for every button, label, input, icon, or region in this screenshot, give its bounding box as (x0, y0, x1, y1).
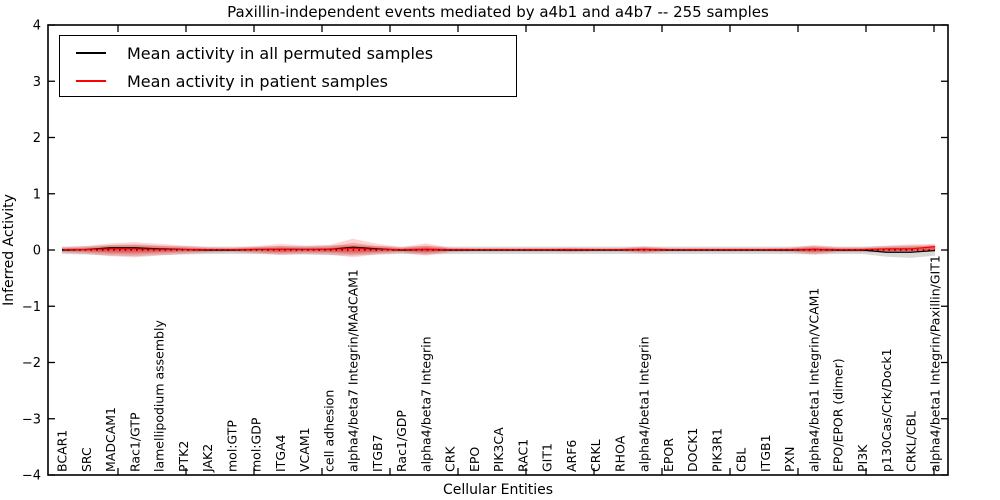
legend-line-patient-icon (76, 80, 106, 82)
chart-title: Paxillin-independent events mediated by … (227, 3, 769, 21)
x-category-label: PI3K (855, 444, 870, 472)
x-category-label: CRKL/CBL (903, 411, 918, 472)
x-category-label: MADCAM1 (103, 407, 118, 472)
x-category-label: alpha4/beta7 Integrin (418, 336, 433, 472)
x-category-label: EPO (467, 447, 482, 472)
y-tick-label: 4 (33, 19, 41, 34)
y-tick-label: −2 (22, 356, 41, 371)
y-tick-label: −3 (22, 412, 41, 427)
x-category-label: Rac1/GTP (127, 412, 142, 472)
legend-label-patient: Mean activity in patient samples (127, 71, 388, 91)
y-axis-label: Inferred Activity (1, 194, 17, 306)
x-category-label: PTK2 (176, 441, 191, 472)
band-patient-range-outer (62, 238, 935, 258)
legend-line-permuted-icon (76, 52, 106, 54)
x-category-label: CBL (734, 448, 749, 472)
x-category-label: CRK (443, 446, 458, 472)
x-category-label: RHOA (612, 435, 627, 472)
x-category-label: mol:GDP (249, 417, 264, 472)
x-category-label: EPOR (661, 438, 676, 472)
y-tick-label: −4 (22, 469, 41, 484)
x-category-label: PIK3R1 (709, 428, 724, 472)
y-tick-label: 0 (33, 244, 41, 259)
x-category-label: JAK2 (200, 444, 215, 473)
x-axis-label: Cellular Entities (443, 482, 553, 498)
band-patient-range-mid (62, 242, 935, 255)
x-category-label: CRKL (588, 439, 603, 472)
y-tick-label: 2 (33, 131, 41, 146)
x-category-label: alpha4/beta1 Integrin/VCAM1 (806, 288, 821, 472)
x-category-label: cell adhesion (321, 390, 336, 472)
y-tick-label: 3 (33, 75, 41, 90)
x-category-label: PIK3CA (491, 427, 506, 472)
x-category-label: BCAR1 (55, 430, 70, 472)
x-category-label: DOCK1 (685, 428, 700, 472)
legend-item-patient: Mean activity in patient samples (60, 67, 516, 95)
y-tick-label: 1 (33, 187, 41, 202)
x-category-label: VCAM1 (297, 427, 312, 472)
legend: Mean activity in all permuted samples Me… (59, 35, 517, 97)
x-category-label: ITGA4 (273, 434, 288, 472)
x-category-label: GIT1 (540, 443, 555, 472)
x-category-label: lamellipodium assembly (152, 320, 167, 472)
x-category-label: ARF6 (564, 440, 579, 472)
x-category-label: ITGB7 (370, 434, 385, 472)
x-category-label: mol:GTP (224, 420, 239, 472)
legend-label-permuted: Mean activity in all permuted samples (127, 43, 434, 63)
x-category-label: alpha4/beta1 Integrin/Paxillin/GIT1 (928, 255, 943, 472)
x-category-label: Rac1/GDP (394, 410, 409, 472)
x-category-label: SRC (79, 447, 94, 472)
x-category-label: alpha4/beta1 Integrin (637, 336, 652, 472)
y-tick-label: −1 (22, 300, 41, 315)
x-category-label: PXN (782, 447, 797, 472)
x-category-label: ITGB1 (758, 434, 773, 472)
x-category-label: p130Cas/Crk/Dock1 (879, 348, 894, 472)
x-category-label: alpha4/beta7 Integrin/MAdCAM1 (346, 269, 361, 472)
mean-line-patient (62, 246, 936, 251)
band-patient-range-inner (62, 246, 935, 253)
x-category-label: EPO/EPOR (dimer) (831, 358, 846, 472)
x-category-label: RAC1 (515, 439, 530, 472)
legend-item-permuted: Mean activity in all permuted samples (60, 39, 516, 67)
band-permuted-range (62, 244, 935, 258)
